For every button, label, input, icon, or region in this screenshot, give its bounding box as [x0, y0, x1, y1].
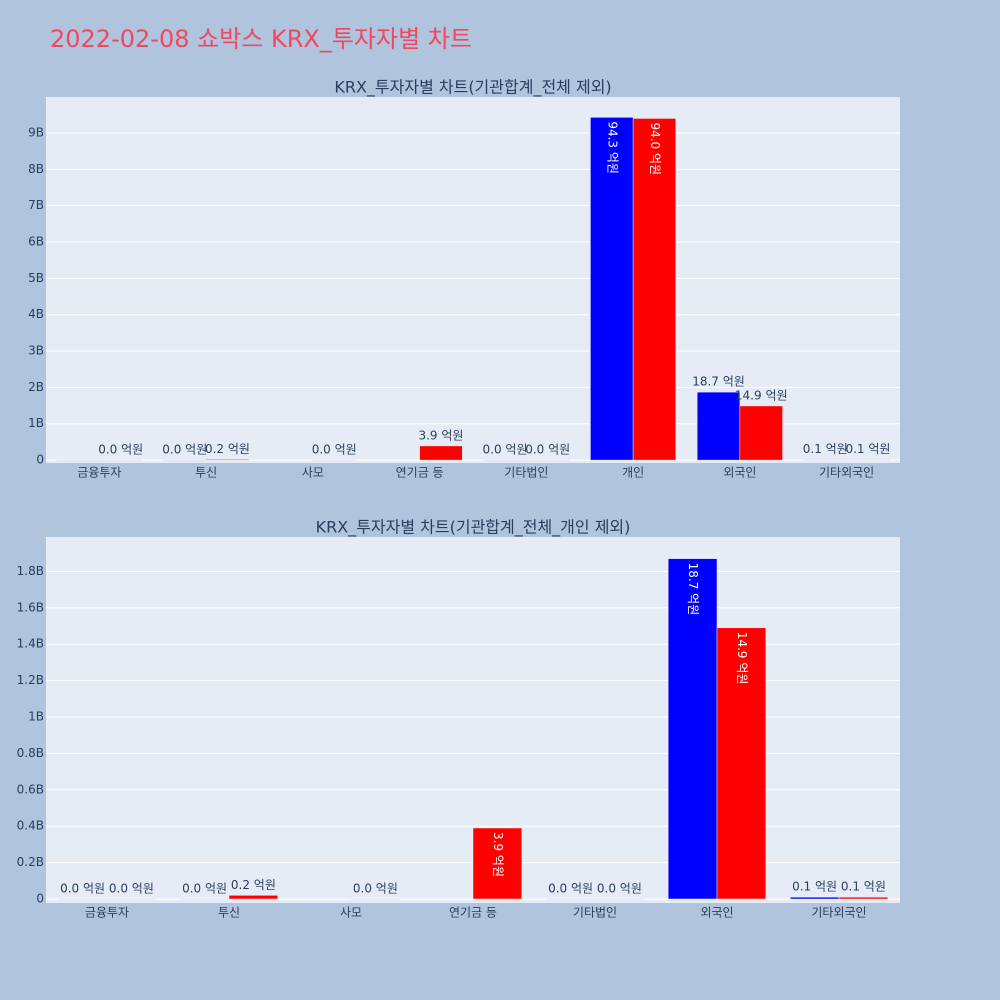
x-tick-label: 기타외국인	[819, 466, 874, 480]
x-tick-label: 기타법인	[573, 906, 617, 920]
y-tick-label: 2B	[28, 380, 44, 394]
y-tick-label: 1.6B	[17, 600, 44, 614]
y-tick-label: 7B	[28, 198, 44, 212]
bar	[716, 627, 767, 900]
bar	[179, 898, 230, 900]
value-label: 0.1 억원	[841, 880, 886, 894]
bar	[526, 459, 570, 461]
bar	[99, 459, 143, 461]
value-label: 0.0 억원	[312, 443, 357, 457]
bar	[57, 898, 108, 900]
bar	[632, 118, 677, 461]
y-tick-label: 5B	[28, 271, 44, 285]
value-label: 94.0 억원	[648, 122, 662, 175]
value-label: 0.0 억원	[548, 881, 593, 895]
x-tick-label: 외국인	[700, 906, 733, 920]
y-tick-label: 1B	[28, 709, 44, 723]
value-label: 0.1 억원	[845, 442, 890, 456]
value-label: 0.2 억원	[231, 878, 276, 892]
value-label: 0.1 억원	[792, 880, 837, 894]
y-tick-label: 0.8B	[17, 746, 44, 760]
x-tick-label: 연기금 등	[449, 906, 497, 920]
value-label: 14.9 억원	[735, 388, 788, 402]
page-title: 2022-02-08 쇼박스 KRX_투자자별 차트	[50, 25, 472, 53]
value-label: 0.2 억원	[205, 442, 250, 456]
y-tick-label: 0	[36, 453, 44, 467]
chart-title: KRX_투자자별 차트(기관합계_전체_개인 제외)	[316, 518, 631, 538]
y-tick-label: 0.4B	[17, 819, 44, 833]
x-tick-label: 개인	[622, 466, 644, 480]
value-label: 94.3 억원	[605, 121, 619, 174]
y-tick-label: 1.8B	[17, 564, 44, 578]
value-label: 3.9 억원	[491, 832, 505, 877]
y-tick-label: 0.6B	[17, 782, 44, 796]
bar	[545, 898, 596, 900]
bar	[228, 895, 279, 900]
value-label: 0.0 억원	[109, 881, 154, 895]
bar	[739, 405, 783, 461]
x-tick-label: 금융투자	[77, 466, 121, 480]
y-tick-label: 8B	[28, 162, 44, 176]
x-tick-label: 기타법인	[504, 466, 548, 480]
x-tick-label: 연기금 등	[396, 466, 444, 480]
bar	[106, 898, 157, 900]
bar	[483, 459, 527, 461]
bar	[312, 459, 356, 461]
chart-title: KRX_투자자별 차트(기관합계_전체 제외)	[334, 78, 611, 98]
x-tick-label: 외국인	[723, 466, 756, 480]
bar	[419, 445, 463, 461]
y-tick-label: 0	[36, 891, 44, 905]
bar	[803, 459, 847, 461]
value-label: 0.0 억원	[98, 443, 143, 457]
y-tick-label: 1B	[28, 416, 44, 430]
value-label: 14.9 억원	[735, 632, 749, 685]
x-tick-label: 기타외국인	[811, 906, 866, 920]
bar	[56, 459, 100, 461]
value-label: 0.0 억원	[597, 881, 642, 895]
bar	[350, 898, 401, 900]
y-tick-label: 3B	[28, 344, 44, 358]
bar	[667, 558, 718, 900]
x-tick-label: 사모	[302, 466, 324, 480]
value-label: 0.0 억원	[525, 443, 570, 457]
y-tick-label: 9B	[28, 125, 44, 139]
value-label: 0.0 억원	[60, 881, 105, 895]
bar	[205, 459, 250, 461]
x-tick-label: 투신	[218, 906, 240, 920]
bar	[590, 117, 634, 461]
value-label: 3.9 억원	[418, 428, 463, 442]
bar	[163, 459, 207, 461]
x-tick-label: 투신	[195, 466, 217, 480]
value-label: 0.0 억원	[483, 443, 528, 457]
bar	[594, 898, 645, 900]
x-tick-label: 사모	[340, 906, 362, 920]
value-label: 18.7 억원	[686, 563, 700, 616]
bar	[789, 896, 840, 900]
bar	[472, 827, 523, 900]
value-label: 0.1 억원	[803, 442, 848, 456]
x-tick-label: 금융투자	[85, 906, 129, 920]
bar	[838, 896, 889, 900]
value-label: 0.0 억원	[182, 881, 227, 895]
value-label: 0.0 억원	[162, 443, 207, 457]
y-tick-label: 1.4B	[17, 637, 44, 651]
plot-area	[46, 97, 900, 463]
bar	[696, 391, 741, 461]
y-tick-label: 6B	[28, 235, 44, 249]
value-label: 0.0 억원	[353, 881, 398, 895]
bar	[846, 459, 890, 461]
y-tick-label: 1.2B	[17, 673, 44, 687]
value-label: 18.7 억원	[692, 375, 745, 389]
y-tick-label: 0.2B	[17, 855, 44, 869]
y-tick-label: 4B	[28, 307, 44, 321]
